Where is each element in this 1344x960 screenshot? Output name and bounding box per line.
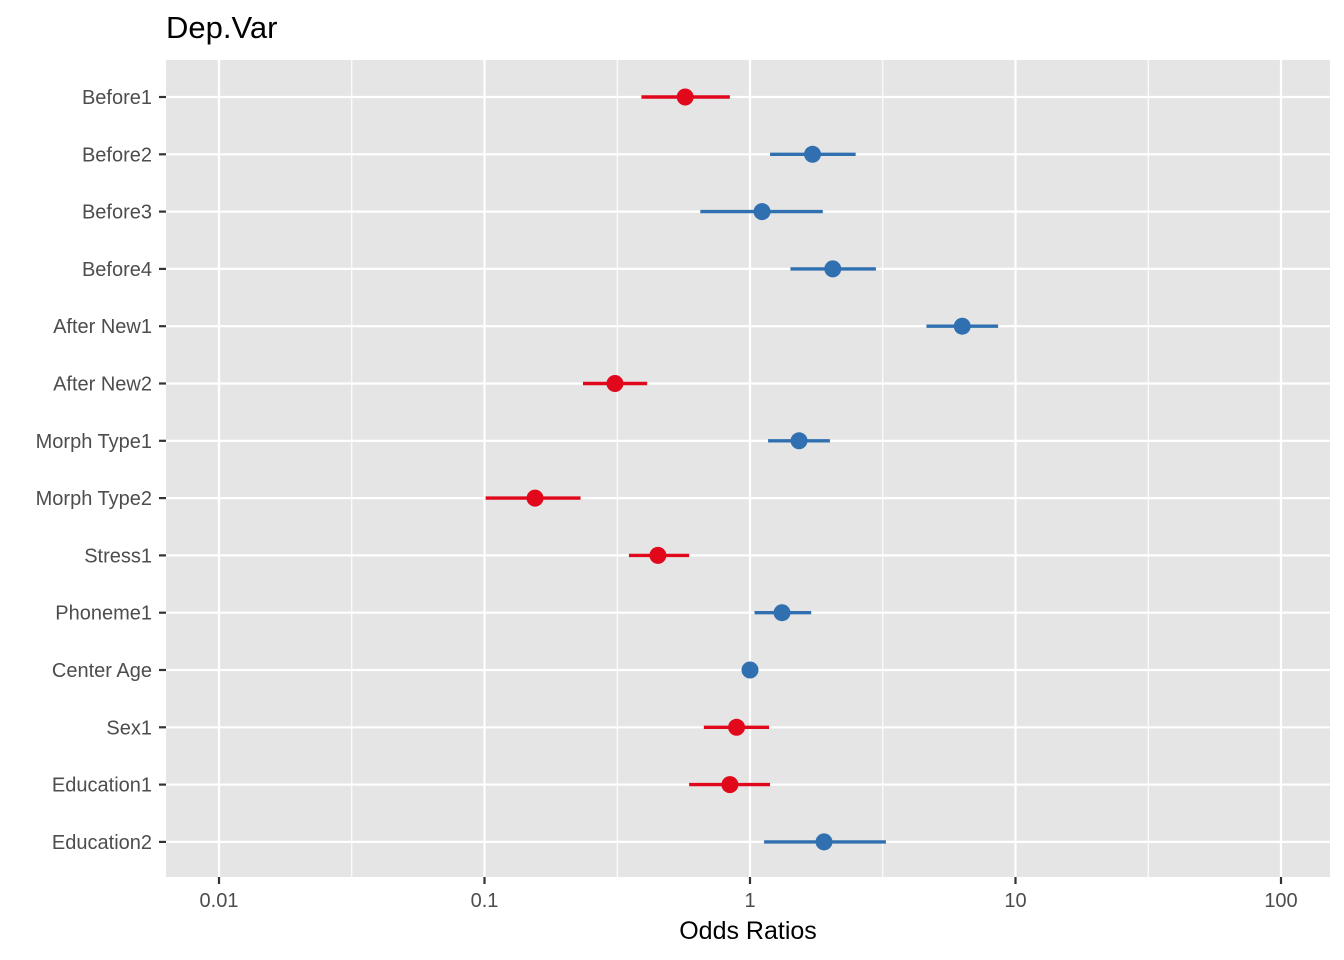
y-tick-label: Education1: [52, 775, 152, 797]
estimate-point: [728, 718, 746, 736]
y-tick-label: Phoneme1: [55, 603, 152, 625]
y-tick-label: Stress1: [84, 545, 152, 567]
y-tick-label: Before2: [82, 144, 152, 166]
estimate-point: [606, 375, 624, 392]
x-axis: 0.01 0.1 1 10 100: [200, 877, 1298, 912]
estimate-point: [676, 88, 694, 106]
y-tick-label: Before4: [82, 259, 152, 281]
x-tick-label: 100: [1264, 890, 1297, 912]
y-axis: Before1 Before2 Before3 Before4 After New1 Af…: [36, 87, 166, 854]
estimate-point: [753, 203, 771, 221]
estimate-point: [526, 489, 544, 507]
estimate-point: [804, 145, 822, 163]
estimate-point: [649, 546, 667, 564]
estimate-point: [953, 317, 971, 335]
minor-gridlines: [351, 60, 1149, 877]
estimate-point: [824, 260, 842, 278]
estimate-point: [721, 776, 739, 794]
chart-title: Dep.Var: [166, 10, 278, 45]
y-tick-label: After New2: [53, 374, 152, 396]
estimate-point: [773, 604, 791, 622]
estimate-point: [815, 833, 833, 851]
x-axis-title: Odds Ratios: [679, 917, 817, 945]
y-tick-label: Before1: [82, 87, 152, 109]
data-marks: [485, 88, 999, 851]
estimate-point: [741, 661, 759, 679]
x-tick-label: 0.1: [471, 890, 499, 912]
y-tick-label: Education2: [52, 832, 152, 854]
x-tick-label: 10: [1004, 890, 1026, 912]
x-tick-label: 1: [744, 890, 755, 912]
y-tick-label: Before3: [82, 202, 152, 224]
y-tick-label: Center Age: [52, 660, 152, 682]
y-tick-label: Morph Type2: [36, 488, 152, 510]
y-tick-label: After New1: [53, 316, 152, 338]
y-tick-label: Sex1: [106, 717, 152, 739]
estimate-point: [790, 432, 808, 450]
plot-panel: [166, 60, 1330, 877]
x-tick-label: 0.01: [200, 890, 239, 912]
y-tick-label: Morph Type1: [36, 431, 152, 453]
